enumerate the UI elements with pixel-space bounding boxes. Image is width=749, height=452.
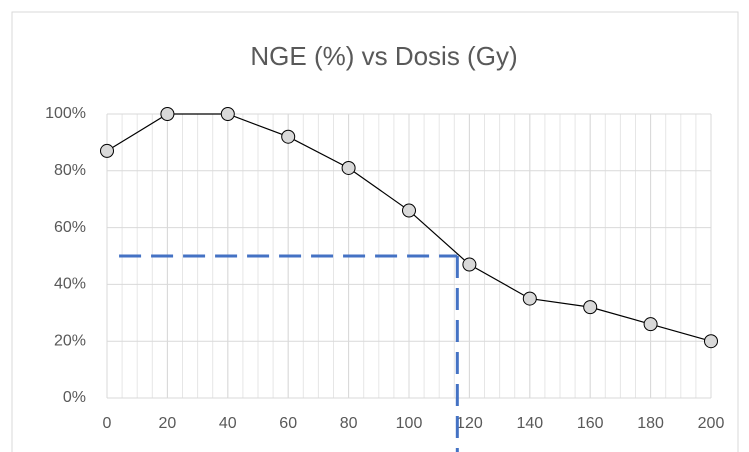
x-tick-label: 200 (698, 415, 725, 432)
marker (402, 203, 416, 218)
y-tick-label: 60% (54, 219, 86, 236)
y-tick-label: 100% (45, 105, 86, 122)
marker (643, 317, 658, 332)
x-tick-label: 60 (279, 415, 297, 432)
y-tick-label: 40% (54, 276, 86, 293)
marker (522, 291, 537, 306)
x-tick-label: 120 (456, 415, 483, 432)
chart-frame (11, 11, 739, 452)
x-tick-label: 20 (159, 415, 177, 432)
marker (341, 160, 356, 175)
x-tick-label: 0 (103, 415, 112, 432)
x-tick-label: 180 (637, 415, 664, 432)
x-tick-label: 160 (577, 415, 604, 432)
chart-title: NGE (%) vs Dosis (Gy) (250, 41, 517, 71)
x-tick-label: 80 (340, 415, 358, 432)
x-tick-label: 140 (516, 415, 543, 432)
marker (220, 107, 235, 121)
marker (160, 107, 175, 121)
y-tick-label: 20% (54, 332, 86, 349)
marker (281, 129, 296, 144)
x-tick-label: 40 (219, 415, 237, 432)
marker (100, 143, 114, 158)
marker (704, 334, 718, 349)
x-tick-label: 100 (396, 415, 423, 432)
marker (462, 257, 477, 272)
y-tick-label: 80% (54, 162, 86, 179)
y-tick-label: 0% (63, 389, 86, 406)
marker (583, 300, 598, 315)
